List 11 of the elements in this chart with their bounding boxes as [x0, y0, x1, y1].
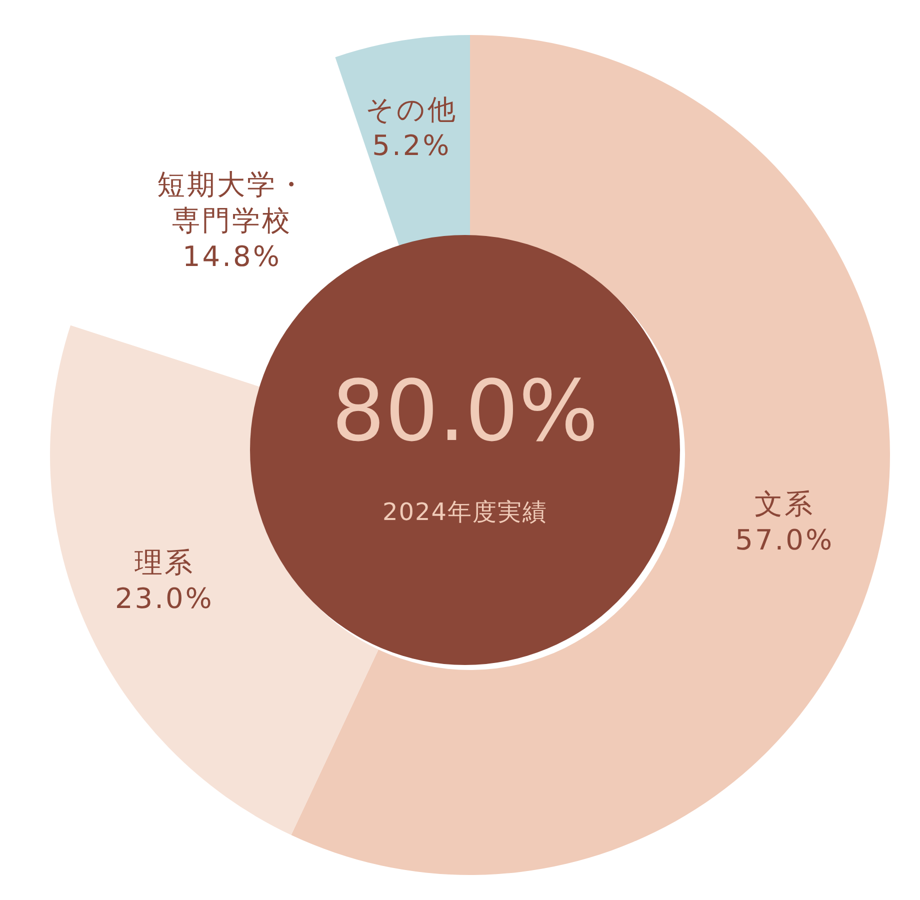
data-label: 57.0% [735, 522, 834, 556]
donut-slice [291, 35, 890, 874]
slice-label: 短期大学・専門学校 [156, 167, 307, 236]
slice-label: 理系 [134, 546, 194, 579]
slice-label: 文系 [754, 486, 815, 520]
slice-label: その他 [366, 92, 458, 126]
text: 2024年度実績 [382, 498, 548, 526]
data-label: 23.0% [114, 582, 214, 615]
text: 80.0% [332, 362, 598, 460]
data-label: 5.2% [372, 128, 452, 162]
data-label: 14.8% [182, 239, 282, 272]
